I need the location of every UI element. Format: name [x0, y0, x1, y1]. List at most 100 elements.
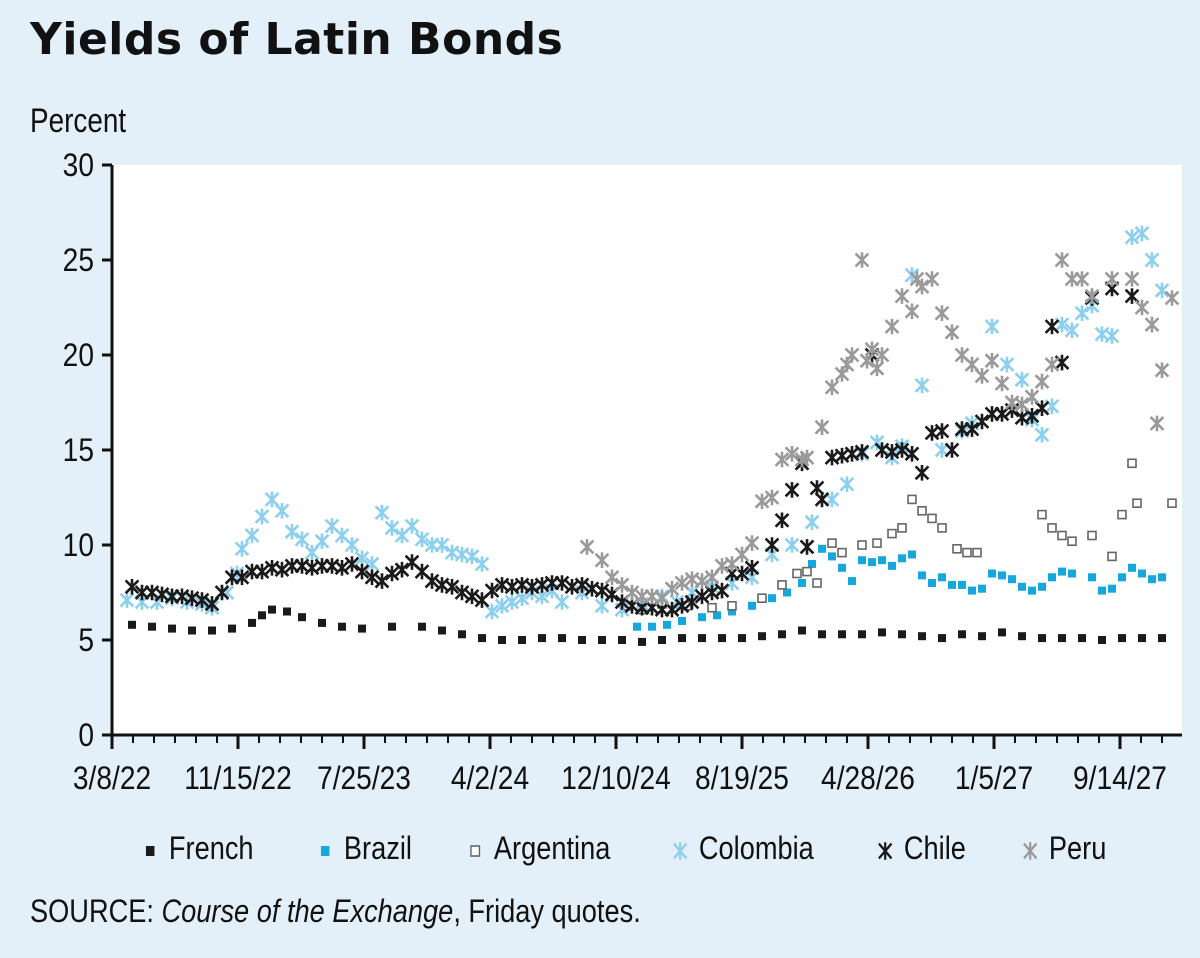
data-point: [887, 528, 897, 539]
data-point: [514, 590, 530, 606]
data-point: [554, 575, 570, 591]
data-point: [404, 518, 420, 534]
series-chile: [124, 280, 1140, 618]
data-point: [777, 580, 787, 590]
data-point: [658, 636, 666, 644]
data-point: [907, 494, 917, 505]
x-tick-label: 4/2/24: [451, 761, 529, 796]
data-point: [274, 503, 290, 519]
data-point: [194, 592, 210, 608]
data-point: [1138, 634, 1146, 643]
legend-swatch: [145, 845, 155, 856]
data-point: [1018, 632, 1026, 641]
data-point: [802, 566, 812, 577]
y-tick-label: 10: [63, 528, 94, 563]
data-point: [478, 634, 486, 643]
data-point: [894, 288, 910, 304]
data-point: [544, 575, 560, 591]
data-point: [972, 547, 982, 558]
data-point: [374, 504, 390, 521]
legend-marker: [1023, 841, 1038, 860]
data-point: [784, 446, 800, 462]
legend-label: Peru: [1048, 830, 1107, 866]
data-point: [1084, 288, 1100, 304]
data-point: [904, 303, 920, 320]
data-point: [1158, 573, 1166, 582]
data-point: [1018, 582, 1026, 591]
y-tick-label: 5: [78, 623, 94, 658]
data-point: [484, 603, 500, 620]
data-point: [694, 573, 710, 589]
data-point: [268, 605, 276, 614]
data-point: [958, 580, 966, 589]
data-point: [1148, 575, 1156, 584]
data-point: [774, 451, 790, 468]
data-point: [1138, 569, 1146, 578]
data-point: [119, 592, 135, 608]
data-point: [358, 624, 366, 633]
legend-item-colombia: Colombia: [670, 830, 814, 867]
data-point: [974, 368, 990, 384]
data-point: [1034, 400, 1050, 416]
data-point: [757, 593, 767, 604]
data-point: [944, 324, 960, 340]
data-point: [818, 544, 826, 553]
data-point: [464, 548, 480, 565]
data-point: [164, 588, 180, 605]
data-point: [918, 632, 926, 641]
data-point: [937, 523, 947, 533]
data-point: [418, 622, 426, 631]
data-point: [314, 558, 330, 574]
data-point: [758, 632, 766, 641]
data-point: [914, 377, 930, 394]
x-tick-label: 12/10/24: [561, 761, 671, 796]
source-prefix: SOURCE:: [30, 893, 162, 929]
y-tick-label: 15: [63, 433, 94, 468]
data-point: [784, 482, 800, 498]
data-point: [1124, 229, 1140, 245]
data-point: [1124, 288, 1140, 304]
data-point: [594, 552, 610, 568]
data-point: [424, 537, 440, 553]
data-point: [618, 636, 626, 644]
data-point: [214, 584, 230, 601]
data-point: [914, 465, 930, 481]
data-point: [1118, 634, 1126, 643]
data-point: [884, 318, 900, 335]
data-point: [518, 636, 526, 644]
plot-area: [112, 165, 1182, 735]
data-point: [994, 375, 1010, 392]
data-point: [248, 618, 256, 627]
data-point: [1158, 634, 1166, 643]
data-point: [664, 580, 680, 597]
data-point: [574, 577, 590, 593]
data-point: [394, 561, 410, 578]
data-point: [984, 352, 1000, 369]
data-point: [984, 318, 1000, 335]
data-point: [824, 491, 840, 508]
x-tick-label: 8/19/25: [695, 761, 789, 796]
chart-axes: 0 5 10 15 20 25 30 3/8/22 11/15/22 7/25/23 4/2/24 1…: [63, 148, 1182, 796]
data-point: [598, 636, 606, 644]
data-point: [994, 406, 1010, 422]
data-point: [1024, 389, 1040, 405]
data-point: [1034, 427, 1050, 443]
data-point: [768, 594, 776, 603]
data-point: [764, 489, 780, 506]
data-point: [818, 630, 826, 639]
data-point: [734, 546, 750, 563]
data-point: [284, 558, 300, 574]
data-point: [1054, 252, 1070, 268]
data-point: [1044, 318, 1060, 335]
data-point: [898, 554, 906, 563]
data-point: [364, 569, 380, 586]
data-point: [438, 626, 446, 635]
y-tick-label: 25: [63, 243, 94, 278]
data-point: [1124, 271, 1140, 287]
data-point: [1067, 536, 1077, 547]
data-point: [918, 571, 926, 580]
data-point: [988, 569, 996, 578]
data-point: [504, 594, 520, 610]
data-point: [738, 634, 746, 643]
data-point: [728, 607, 736, 616]
